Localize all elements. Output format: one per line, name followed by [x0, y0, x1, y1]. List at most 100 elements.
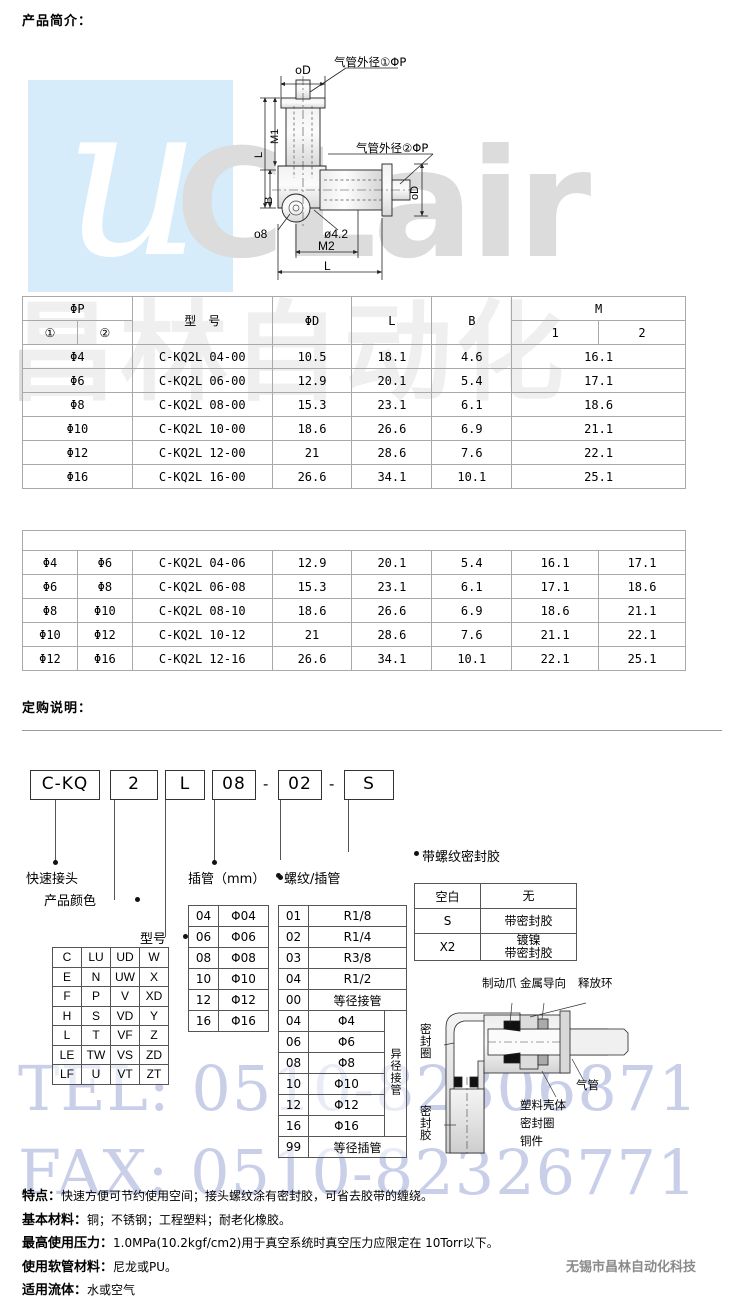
- cell-m: 16.1: [511, 344, 686, 369]
- svg-text:oD: oD: [409, 186, 421, 200]
- seal-desc: 带密封胶: [480, 908, 577, 934]
- color-code: Y: [139, 1005, 169, 1026]
- header-l: L: [351, 296, 433, 345]
- color-row: LE TW VS ZD: [52, 1044, 169, 1065]
- color-code: VT: [110, 1064, 140, 1085]
- dimension-drawing: oD L M1 B L M2: [248, 55, 508, 296]
- spec-value: 1.0MPa(10.2kgf/cm2)用于真空系统时真空压力应限定在 10Tor…: [113, 1236, 499, 1250]
- color-code: LU: [81, 947, 111, 968]
- unequal-code: 12: [278, 1094, 309, 1116]
- thread-spec: R1/2: [308, 968, 407, 990]
- order-code-box-shape[interactable]: L: [165, 770, 205, 800]
- cell-phid: 21: [271, 622, 353, 647]
- unequal-size: Φ12: [308, 1094, 385, 1116]
- label-seal-ring: 密封圈: [520, 1116, 555, 1130]
- order-code-box-type[interactable]: 2: [110, 770, 158, 800]
- cell-model: C-KQ2L 08-10: [131, 598, 273, 623]
- header-phip: ΦP: [22, 296, 133, 321]
- cell-l: 20.1: [351, 368, 433, 393]
- tube-size-table: 04 Φ04 06 Φ06 08 Φ08 10 Φ10 12 Φ12 16 Φ16: [188, 905, 269, 1032]
- cell-phid: 26.6: [271, 464, 353, 489]
- cell-phid: 18.6: [271, 416, 353, 441]
- label-air-tube: 气管: [576, 1078, 599, 1092]
- unequal-code: 04: [278, 1010, 309, 1032]
- cell-phip-1: Φ8: [22, 598, 78, 623]
- cell-phip-1: Φ4: [22, 550, 78, 575]
- label-copper-part: 铜件: [520, 1134, 543, 1148]
- unequal-code: 10: [278, 1073, 309, 1095]
- tube-size: Φ10: [218, 968, 269, 990]
- label-release-ring: 释放环: [578, 976, 613, 990]
- cell-model: C-KQ2L 12-16: [131, 646, 273, 671]
- thread-code: 02: [278, 926, 309, 948]
- cell-phip: Φ4: [22, 344, 133, 369]
- bottom-specifications: 特点：快速方便可节约使用空间；接头螺纹涂有密封胶，可省去胶带的缠绕。 基本材料：铜…: [22, 1185, 732, 1303]
- color-code: ZD: [139, 1044, 169, 1065]
- order-code-box-tube[interactable]: 08: [212, 770, 256, 800]
- cell-phid: 15.3: [271, 392, 353, 417]
- thread-code-table: 01 R1/8 02 R1/4 03 R3/8 04 R1/2 00 等径接管 04 Φ4 异径接管 06…: [278, 905, 407, 1158]
- spec-line: 适用流体：水或空气: [22, 1279, 732, 1303]
- seal-row: 空白无: [414, 883, 577, 909]
- cell-l: 34.1: [351, 646, 433, 671]
- table-row: Φ6 C-KQ2L 06-00 12.9 20.1 5.4 17.1: [22, 368, 686, 393]
- color-code: P: [81, 986, 111, 1007]
- leader-quick-connect: [55, 800, 56, 862]
- order-code-box-series[interactable]: C-KQ: [30, 770, 100, 800]
- spec-label: 最高使用压力：: [22, 1236, 114, 1251]
- table-spacer-row: [22, 530, 686, 551]
- seal-row: X2 镀镍 带密封胶: [414, 933, 577, 961]
- spacer-cell: [22, 530, 686, 551]
- cell-b: 6.9: [431, 598, 513, 623]
- cell-l: 28.6: [351, 622, 433, 647]
- cell-phip-1: Φ6: [22, 574, 78, 599]
- thread-row-last: 99 等径插管: [278, 1136, 407, 1158]
- label-seal-ring-left: 密封圈: [420, 1022, 432, 1060]
- cell-phid: 15.3: [271, 574, 353, 599]
- cell-l: 34.1: [351, 464, 433, 489]
- cell-l: 23.1: [351, 574, 433, 599]
- cell-model: C-KQ2L 06-00: [131, 368, 273, 393]
- label-product-color: 产品颜色: [44, 894, 97, 909]
- seal-desc: 镀镍 带密封胶: [480, 933, 577, 961]
- order-code-dash-2: -: [329, 776, 335, 793]
- spec-line: 特点：快速方便可节约使用空间；接头螺纹涂有密封胶，可省去胶带的缠绕。: [22, 1185, 732, 1209]
- table-row: Φ12 Φ16 C-KQ2L 12-16 26.6 34.1 10.1 22.1 25.1: [22, 646, 686, 671]
- spec-table-single: ΦP 型 号 ΦD L B M ① ② 1 2 Φ4 C-KQ2L 04-00 10…: [22, 296, 686, 489]
- cell-l: 26.6: [351, 416, 433, 441]
- table-row: Φ8 C-KQ2L 08-00 15.3 23.1 6.1 18.6: [22, 392, 686, 417]
- unequal-vertical-label: 异径接管: [384, 1010, 407, 1137]
- cell-phip-2: Φ10: [76, 598, 133, 623]
- tube-row: 08 Φ08: [188, 947, 269, 969]
- order-code-dash-1: -: [263, 776, 269, 793]
- color-row: H S VD Y: [52, 1005, 169, 1026]
- color-code: UW: [110, 966, 140, 987]
- order-code-box-seal[interactable]: S: [344, 770, 394, 800]
- leader-dot-product-color: [135, 897, 140, 902]
- leader-dot-tube: [212, 860, 217, 865]
- thread-row-unequal: 16 Φ16: [278, 1115, 407, 1137]
- table-row: Φ10 Φ12 C-KQ2L 10-12 21 28.6 7.6 21.1 22.1: [22, 622, 686, 647]
- header-m-2: 2: [598, 320, 686, 345]
- cell-l: 20.1: [351, 550, 433, 575]
- thread-row: 01 R1/8: [278, 905, 407, 927]
- unequal-size: Φ6: [308, 1031, 385, 1053]
- label-brake-claw: 制动爪: [482, 976, 517, 990]
- tube-code: 16: [188, 1010, 219, 1032]
- color-row: C LU UD W: [52, 947, 169, 968]
- cell-phid: 10.5: [271, 344, 353, 369]
- tube-size: Φ12: [218, 989, 269, 1011]
- cell-phip: Φ16: [22, 464, 133, 489]
- tube-size: Φ06: [218, 926, 269, 948]
- order-code-box-thread[interactable]: 02: [278, 770, 322, 800]
- spec-value: 尼龙或PU。: [113, 1259, 178, 1274]
- cell-model: C-KQ2L 06-08: [131, 574, 273, 599]
- bullet-thread: [276, 873, 281, 878]
- tube-code: 04: [188, 905, 219, 927]
- tube-row: 04 Φ04: [188, 905, 269, 927]
- cell-phip: Φ6: [22, 368, 133, 393]
- color-code: LF: [52, 1064, 82, 1085]
- thread-row: 02 R1/4: [278, 926, 407, 948]
- color-code: V: [110, 986, 140, 1007]
- unequal-size: Φ10: [308, 1073, 385, 1095]
